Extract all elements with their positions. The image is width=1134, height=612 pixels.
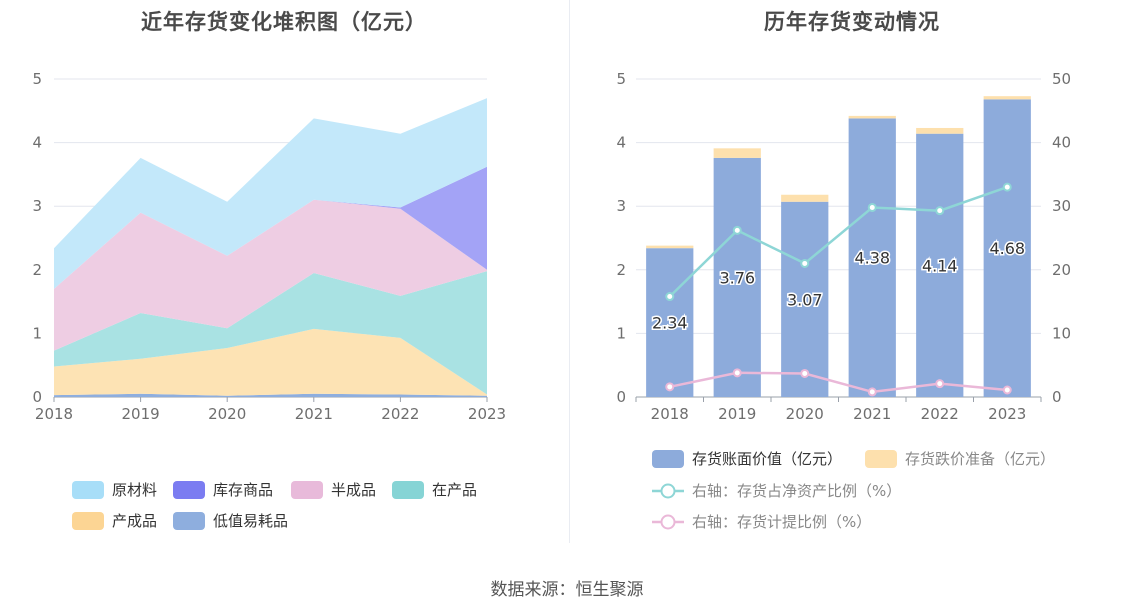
right-chart-title: 历年存货变动情况 (764, 10, 940, 34)
bar-存货账面价值（亿元） (646, 248, 694, 397)
bar-value-label: 3.76 (719, 268, 755, 287)
data-source-note: 数据来源：恒生聚源 (490, 580, 644, 600)
bar-存货账面价值（亿元） (848, 118, 896, 397)
point-右轴：存货占净资产比例（%） (665, 292, 675, 302)
bar-存货账面价值（亿元） (781, 201, 829, 397)
y2-tick-label: 30 (1052, 197, 1071, 215)
legend-swatch (291, 481, 323, 499)
area-低值易耗品 (54, 393, 487, 397)
bar-存货账面价值（亿元） (983, 99, 1031, 398)
x-tick-label: 2020 (208, 405, 246, 423)
bar-存货跌价准备（亿元） (848, 115, 896, 119)
legend-label: 产成品 (112, 512, 157, 530)
legend-swatch (173, 481, 205, 499)
bar-存货跌价准备（亿元） (646, 245, 694, 249)
left-chart-title: 近年存货变化堆积图（亿元） (141, 10, 427, 34)
stacked-area-panel: 近年存货变化堆积图（亿元） 0 1 2 3 4 5 2018 2019 2020 2021 2022… (0, 0, 568, 545)
x-tick-label: 2019 (718, 405, 756, 423)
x-tick-label: 2022 (381, 405, 419, 423)
point-右轴：存货占净资产比例（%） (1002, 182, 1012, 192)
y-tick-label: 5 (616, 70, 626, 88)
legend-label: 库存商品 (213, 481, 273, 499)
legend-swatch (173, 512, 205, 530)
x-tick-label: 2018 (651, 405, 689, 423)
y2-tick-label: 0 (1052, 388, 1062, 406)
panel-divider (569, 0, 570, 543)
y-tick-label: 0 (32, 388, 42, 406)
y-tick-label: 0 (616, 388, 626, 406)
y-tick-label: 4 (32, 134, 42, 152)
area-原材料 (54, 98, 487, 289)
point-右轴：存货计提比例（%） (935, 379, 945, 389)
legend-swatch (72, 481, 104, 499)
bar-value-label: 3.07 (787, 290, 823, 309)
point-右轴：存货计提比例（%） (1002, 385, 1012, 395)
y2-tick-label: 40 (1052, 134, 1071, 152)
legend-label: 存货账面价值（亿元） (692, 450, 842, 468)
x-tick-label: 2022 (921, 405, 959, 423)
x-tick-label: 2020 (786, 405, 824, 423)
y2-tick-label: 10 (1052, 324, 1071, 342)
point-右轴：存货计提比例（%） (732, 368, 742, 378)
point-右轴：存货计提比例（%） (867, 387, 877, 397)
y-tick-label: 5 (32, 70, 42, 88)
y-tick-label: 1 (32, 324, 42, 342)
y2-tick-label: 50 (1052, 70, 1071, 88)
legend-label: 半成品 (331, 481, 376, 499)
area-半成品 (54, 199, 487, 351)
bar-存货账面价值（亿元） (916, 133, 964, 398)
legend-label: 低值易耗品 (213, 512, 288, 530)
legend-swatch (652, 450, 684, 468)
area-在产品 (54, 271, 487, 395)
legend-marker (660, 483, 676, 499)
legend-swatch (72, 512, 104, 530)
area-产成品 (54, 328, 487, 396)
x-tick-label: 2021 (295, 405, 333, 423)
point-右轴：存货占净资产比例（%） (867, 202, 877, 212)
legend-label: 原材料 (112, 481, 157, 499)
point-右轴：存货计提比例（%） (665, 382, 675, 392)
legend-label: 在产品 (432, 481, 477, 499)
x-tick-label: 2021 (853, 405, 891, 423)
bar-value-label: 4.38 (854, 249, 890, 268)
bar-value-label: 4.14 (922, 256, 958, 275)
y-tick-label: 4 (616, 134, 626, 152)
y-tick-label: 2 (32, 261, 42, 279)
x-tick-label: 2018 (35, 405, 73, 423)
bar-value-label: 4.68 (989, 239, 1025, 258)
legend-marker (660, 514, 676, 530)
bar-value-label: 2.34 (652, 314, 688, 333)
y-tick-label: 3 (32, 197, 42, 215)
bar-存货跌价准备（亿元） (983, 96, 1031, 100)
legend-swatch (865, 450, 897, 468)
stacked-area-chart: 0 1 2 3 4 5 2018 2019 2020 2021 2022 2023 原材料 库存商品 半成品… (32, 70, 506, 530)
point-右轴：存货占净资产比例（%） (800, 258, 810, 268)
point-右轴：存货占净资产比例（%） (732, 225, 742, 235)
y-tick-label: 3 (616, 197, 626, 215)
bar-存货跌价准备（亿元） (713, 148, 761, 158)
y-tick-label: 1 (616, 324, 626, 342)
legend-label: 右轴：存货占净资产比例（%） (692, 482, 901, 500)
x-tick-label: 2023 (468, 405, 506, 423)
x-tick-label: 2023 (988, 405, 1026, 423)
bar-存货跌价准备（亿元） (781, 194, 829, 202)
bar-line-panel: 历年存货变动情况 0 1 2 3 4 5 0 10 20 30 40 50 2018 2019 2020 20… (570, 0, 1134, 545)
bar-存货跌价准备（亿元） (916, 127, 964, 134)
y-tick-label: 2 (616, 261, 626, 279)
x-tick-label: 2019 (122, 405, 160, 423)
line-右轴：存货计提比例（%） (669, 371, 1008, 394)
legend-label: 存货跌价准备（亿元） (905, 450, 1055, 468)
point-右轴：存货计提比例（%） (800, 368, 810, 378)
point-右轴：存货占净资产比例（%） (935, 206, 945, 216)
legend-label: 右轴：存货计提比例（%） (692, 513, 871, 531)
bar-存货账面价值（亿元） (713, 157, 761, 397)
line-右轴：存货占净资产比例（%） (668, 185, 1008, 298)
legend-swatch (392, 481, 424, 499)
y2-tick-label: 20 (1052, 261, 1071, 279)
